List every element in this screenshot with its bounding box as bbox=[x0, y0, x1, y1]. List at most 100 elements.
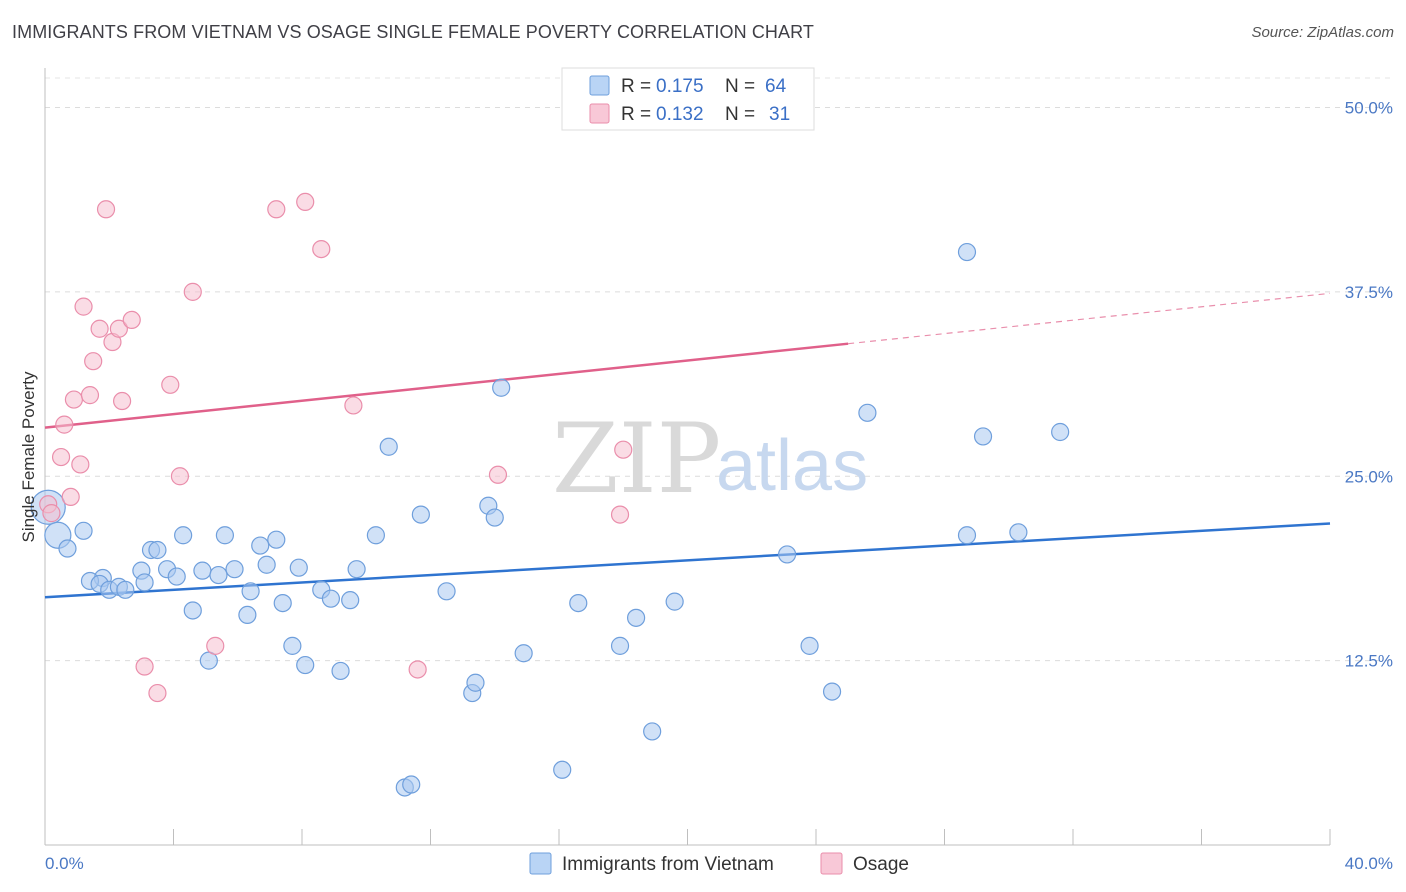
point-vietnam bbox=[437, 582, 456, 601]
point-vietnam bbox=[331, 661, 350, 681]
point-osage bbox=[161, 375, 180, 394]
point-osage bbox=[206, 636, 225, 655]
data-points bbox=[30, 98, 1070, 797]
point-osage bbox=[84, 352, 103, 371]
point-vietnam bbox=[485, 508, 504, 527]
point-vietnam bbox=[215, 526, 234, 545]
point-osage bbox=[122, 310, 141, 329]
legend-n-value-1: 64 bbox=[765, 76, 787, 97]
y-tick-label: 12.5% bbox=[1345, 652, 1393, 671]
bottom-legend-swatch-vietnam bbox=[529, 852, 552, 875]
watermark-zip: ZIP bbox=[552, 403, 721, 515]
y-tick-label: 25.0% bbox=[1345, 467, 1393, 486]
point-vietnam bbox=[973, 427, 993, 446]
point-osage bbox=[112, 391, 132, 411]
y-tick-labels: 12.5% 25.0% 37.5% 50.0% bbox=[1345, 99, 1393, 671]
legend-r-value-1: 0.175 bbox=[656, 76, 704, 97]
bottom-legend-label-vietnam: Immigrants from Vietnam bbox=[562, 854, 774, 875]
bottom-legend-label-osage: Osage bbox=[853, 854, 909, 875]
point-vietnam bbox=[347, 560, 366, 579]
gridlines bbox=[45, 77, 1390, 662]
point-vietnam bbox=[148, 540, 167, 560]
point-vietnam bbox=[273, 593, 292, 613]
point-vietnam bbox=[610, 636, 630, 655]
point-vietnam bbox=[402, 775, 421, 794]
point-osage bbox=[183, 282, 202, 301]
point-osage bbox=[610, 505, 630, 524]
point-vietnam bbox=[1009, 523, 1028, 542]
point-vietnam bbox=[238, 605, 257, 625]
point-vietnam bbox=[514, 644, 533, 663]
point-vietnam bbox=[241, 582, 260, 601]
point-osage bbox=[109, 319, 128, 338]
bottom-legend: Immigrants from Vietnam Osage bbox=[529, 852, 909, 875]
point-osage bbox=[42, 504, 61, 523]
top-legend: R = 0.175 N = 64 R = 0.132 N = 31 bbox=[561, 67, 815, 131]
point-vietnam bbox=[553, 760, 572, 779]
legend-swatch-osage bbox=[589, 103, 610, 124]
point-vietnam bbox=[643, 722, 662, 741]
point-vietnam bbox=[1051, 422, 1070, 442]
point-vietnam bbox=[466, 673, 485, 692]
trend-line-0 bbox=[44, 522, 1331, 599]
trend-lines bbox=[44, 292, 1331, 599]
point-osage bbox=[61, 487, 80, 506]
point-osage bbox=[408, 660, 427, 679]
point-osage bbox=[51, 447, 71, 467]
point-osage bbox=[344, 396, 363, 415]
point-vietnam bbox=[167, 567, 186, 586]
point-osage bbox=[267, 200, 286, 219]
point-vietnam bbox=[225, 560, 244, 579]
watermark: ZIP atlas bbox=[552, 403, 868, 515]
point-osage bbox=[135, 657, 154, 676]
point-osage bbox=[312, 240, 331, 259]
point-vietnam bbox=[626, 608, 646, 627]
point-vietnam bbox=[116, 580, 135, 599]
point-vietnam bbox=[569, 593, 588, 613]
point-vietnam bbox=[58, 539, 77, 558]
legend-r-label-2: R = bbox=[621, 104, 651, 125]
legend-r-label-1: R = bbox=[621, 76, 651, 97]
point-vietnam bbox=[858, 403, 877, 422]
point-vietnam bbox=[957, 526, 977, 545]
point-vietnam bbox=[193, 561, 212, 580]
point-osage bbox=[614, 440, 633, 459]
point-vietnam bbox=[777, 545, 797, 564]
point-vietnam bbox=[366, 526, 385, 545]
point-osage bbox=[71, 455, 90, 474]
legend-r-value-2: 0.132 bbox=[656, 104, 704, 125]
point-vietnam bbox=[283, 636, 302, 655]
point-vietnam bbox=[321, 589, 341, 608]
x-tick-labels: 0.0% 40.0% bbox=[45, 854, 1393, 873]
point-vietnam bbox=[957, 242, 977, 262]
trend-line-1 bbox=[44, 342, 849, 429]
point-vietnam bbox=[296, 655, 315, 675]
point-osage bbox=[170, 467, 190, 486]
point-vietnam bbox=[665, 592, 684, 611]
point-vietnam bbox=[800, 636, 819, 655]
point-osage bbox=[148, 683, 167, 703]
point-vietnam bbox=[289, 558, 308, 577]
point-vietnam bbox=[174, 526, 193, 545]
legend-n-value-2: 31 bbox=[769, 104, 790, 125]
point-osage bbox=[296, 192, 315, 211]
x-tick-label: 40.0% bbox=[1345, 854, 1393, 873]
legend-swatch-vietnam bbox=[589, 75, 610, 96]
point-vietnam bbox=[341, 591, 360, 610]
point-vietnam bbox=[379, 437, 398, 456]
axes bbox=[44, 68, 1331, 846]
point-osage bbox=[488, 465, 508, 484]
point-vietnam bbox=[411, 505, 430, 524]
point-osage bbox=[74, 297, 93, 316]
y-tick-label: 37.5% bbox=[1345, 283, 1393, 302]
point-osage bbox=[80, 386, 100, 405]
y-tick-label: 50.0% bbox=[1345, 99, 1393, 118]
watermark-atlas: atlas bbox=[716, 426, 868, 506]
point-vietnam bbox=[267, 530, 286, 549]
point-vietnam bbox=[74, 521, 93, 540]
bottom-legend-swatch-osage bbox=[820, 852, 843, 875]
point-vietnam bbox=[492, 378, 511, 397]
chart-title: IMMIGRANTS FROM VIETNAM VS OSAGE SINGLE … bbox=[12, 22, 814, 42]
point-vietnam bbox=[257, 555, 276, 574]
